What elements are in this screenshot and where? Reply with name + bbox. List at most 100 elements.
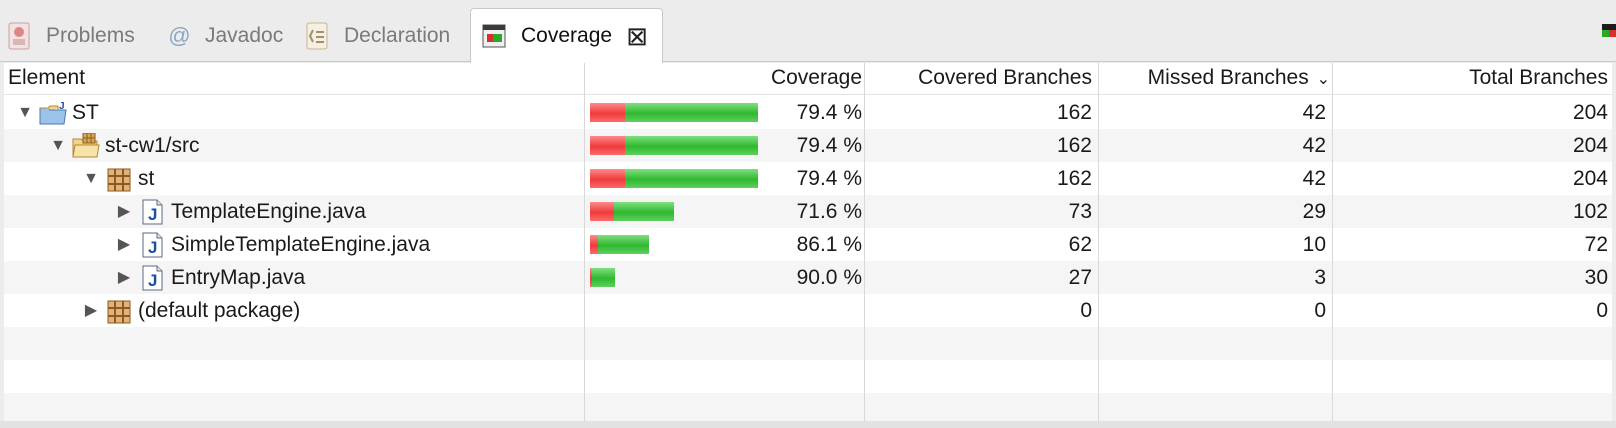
tab-javadoc[interactable]: @ Javadoc <box>165 10 283 62</box>
covered-bar-segment <box>625 169 758 188</box>
covered-branches-cell: 0 <box>1080 299 1092 322</box>
element-cell: ▶ J SimpleTemplateEngine.java <box>14 228 574 261</box>
covered-branches-cell: 73 <box>1068 200 1092 223</box>
tree-node: ▶ J SimpleTemplateEngine.java <box>14 228 574 261</box>
tree-node: ▶ J EntryMap.java <box>14 261 574 294</box>
element-cell: ▼ J ST <box>14 96 574 129</box>
missed-bar-segment <box>590 103 625 122</box>
table-row[interactable]: ▼ st-cw1/src 79.4 % 162 42 204 <box>4 129 1612 162</box>
javadoc-at-icon: @ <box>167 23 191 48</box>
covered-branches-cell: 162 <box>1056 167 1092 190</box>
column-divider <box>1332 63 1333 421</box>
column-header-missed-label: Missed Branches <box>1147 66 1309 89</box>
bottom-border <box>0 421 1616 428</box>
java-file-icon: J <box>137 199 167 225</box>
element-name: ST <box>72 101 99 124</box>
missed-branches-cell: 42 <box>1302 101 1326 124</box>
element-name: SimpleTemplateEngine.java <box>171 233 431 256</box>
coverage-bar <box>590 103 758 122</box>
tab-declaration[interactable]: Declaration <box>304 10 450 62</box>
column-header-total-branches[interactable]: Total Branches <box>1469 66 1608 89</box>
coverage-percent-cell: 79.4 % <box>796 134 862 157</box>
column-divider <box>864 63 865 421</box>
tree-node: ▼ J ST <box>14 96 574 129</box>
total-branches-cell: 30 <box>1584 266 1608 289</box>
coverage-bar <box>590 235 649 254</box>
coverage-percent-cell: 79.4 % <box>796 167 862 190</box>
missed-branches-cell: 42 <box>1302 134 1326 157</box>
element-cell: ▶ (default package) <box>14 294 574 327</box>
total-branches-cell: 204 <box>1572 167 1608 190</box>
coverage-bar <box>590 202 674 221</box>
element-cell: ▶ J EntryMap.java <box>14 261 574 294</box>
expand-triangle-icon[interactable]: ▶ <box>117 236 131 253</box>
expand-triangle-icon[interactable]: ▶ <box>117 203 131 220</box>
table-row[interactable]: ▶ (default package) 0 0 0 <box>4 294 1612 327</box>
tree-node: ▶ J TemplateEngine.java <box>14 195 574 228</box>
coverage-bar <box>590 268 615 287</box>
covered-bar-segment <box>598 235 649 254</box>
table-row[interactable]: ▶ J EntryMap.java 90.0 % 27 3 30 <box>4 261 1612 294</box>
total-branches-cell: 204 <box>1572 101 1608 124</box>
table-row[interactable]: ▼ J ST 79.4 % 162 42 204 <box>4 96 1612 129</box>
table-row[interactable]: ▶ J TemplateEngine.java 71.6 % 73 29 102 <box>4 195 1612 228</box>
covered-bar-segment <box>625 136 758 155</box>
covered-branches-cell: 62 <box>1068 233 1092 256</box>
table-header: Element Coverage Covered Branches Missed… <box>4 63 1612 95</box>
column-header-coverage[interactable]: Coverage <box>770 66 862 89</box>
column-header-missed-branches[interactable]: Missed Branches ⌄ <box>1100 63 1330 95</box>
element-name: EntryMap.java <box>171 266 306 289</box>
coverage-percent-cell <box>764 294 862 327</box>
tree-node: ▼ st <box>14 162 574 195</box>
total-branches-cell: 72 <box>1584 233 1608 256</box>
sort-descending-icon: ⌄ <box>1316 71 1330 88</box>
expand-triangle-icon[interactable]: ▶ <box>117 269 131 286</box>
source-folder-icon <box>71 132 101 159</box>
svg-text:J: J <box>148 271 157 290</box>
element-cell: ▼ st-cw1/src <box>14 129 574 162</box>
column-divider <box>584 63 585 421</box>
collapse-triangle-icon[interactable]: ▼ <box>83 170 99 187</box>
table-row[interactable]: ▼ st 79.4 % 162 42 204 <box>4 162 1612 195</box>
expand-triangle-icon[interactable]: ▶ <box>84 302 98 319</box>
collapse-triangle-icon[interactable]: ▼ <box>17 104 33 121</box>
covered-branches-cell: 162 <box>1056 134 1092 157</box>
package-icon <box>104 298 134 324</box>
problems-icon <box>6 21 34 51</box>
tab-coverage[interactable]: Coverage ⊠ <box>470 8 663 63</box>
java-file-icon: J <box>137 265 167 291</box>
tab-label: Declaration <box>344 24 451 47</box>
column-header-covered-branches[interactable]: Covered Branches <box>918 66 1092 89</box>
missed-bar-segment <box>590 202 614 221</box>
java-project-icon: J <box>38 100 68 126</box>
missed-bar-segment <box>590 136 625 155</box>
missed-bar-segment <box>590 169 625 188</box>
total-branches-cell: 204 <box>1572 134 1608 157</box>
close-icon[interactable]: ⊠ <box>626 21 648 51</box>
column-header-element[interactable]: Element <box>8 66 86 89</box>
covered-branches-cell: 27 <box>1068 266 1092 289</box>
view-tab-bar: Problems @ Javadoc Declaration Cov <box>0 0 1616 63</box>
missed-bar-segment <box>590 268 592 287</box>
collapse-triangle-icon[interactable]: ▼ <box>50 137 66 154</box>
tab-label: Coverage <box>521 24 613 47</box>
coverage-icon <box>481 21 509 51</box>
element-cell: ▼ st <box>14 162 574 195</box>
total-branches-cell: 0 <box>1596 299 1608 322</box>
element-name: TemplateEngine.java <box>171 200 366 223</box>
svg-text:J: J <box>148 238 157 257</box>
column-divider <box>1098 63 1099 421</box>
covered-branches-cell: 162 <box>1056 101 1092 124</box>
tab-problems[interactable]: Problems <box>6 10 135 62</box>
element-name: st-cw1/src <box>105 134 200 157</box>
missed-bar-segment <box>590 235 598 254</box>
coverage-percent-cell: 79.4 % <box>796 101 862 124</box>
missed-branches-cell: 3 <box>1314 266 1326 289</box>
package-icon <box>104 166 134 192</box>
total-branches-cell: 102 <box>1572 200 1608 223</box>
element-name: (default package) <box>138 299 301 322</box>
missed-branches-cell: 42 <box>1302 167 1326 190</box>
coverage-view-menu-icon[interactable] <box>1602 22 1616 42</box>
table-row[interactable]: ▶ J SimpleTemplateEngine.java 86.1 % 62 10 72 <box>4 228 1612 261</box>
svg-text:J: J <box>148 205 157 224</box>
